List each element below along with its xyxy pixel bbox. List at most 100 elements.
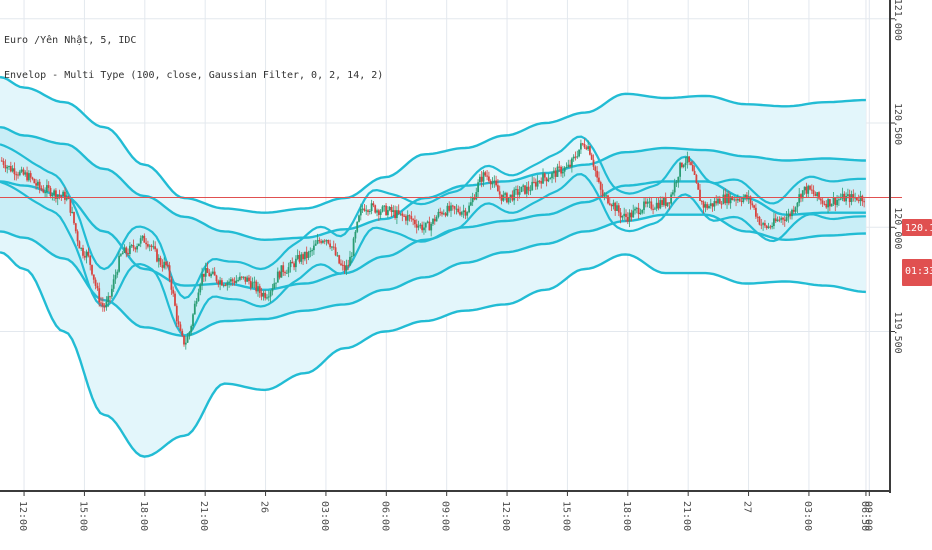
candle-body	[628, 212, 631, 222]
candle-body	[374, 205, 377, 213]
envelope-line-inner-upper	[0, 135, 866, 300]
candle-body	[168, 265, 171, 279]
candle-body	[549, 178, 552, 180]
candle-body	[121, 252, 124, 255]
candle-body	[349, 256, 351, 266]
candle-body	[841, 193, 844, 199]
candle-body	[794, 207, 797, 212]
candle-body	[612, 202, 615, 207]
candle-body	[673, 182, 676, 193]
candle-body	[235, 280, 238, 283]
candle-body	[157, 257, 160, 262]
candle-body	[240, 276, 243, 278]
candle-body	[195, 301, 198, 304]
candle-body	[323, 240, 326, 242]
candle-body	[432, 218, 434, 224]
candle-body	[356, 221, 359, 232]
candle-body	[314, 243, 317, 246]
candle-body	[690, 162, 692, 165]
candle-body	[805, 186, 808, 194]
candle-body	[592, 159, 595, 167]
candle-body	[136, 246, 138, 250]
candle-body	[186, 336, 189, 343]
candle-body	[659, 200, 662, 209]
countdown-badge-bg	[902, 259, 932, 286]
candle-body	[574, 156, 577, 158]
candle-body	[531, 181, 534, 191]
candle-body	[587, 146, 589, 150]
candle-body	[688, 156, 690, 163]
candle-body	[639, 212, 642, 215]
candle-body	[834, 198, 837, 205]
y-tick-label: 120.500	[892, 103, 903, 145]
candle-body	[267, 296, 270, 298]
candle-body	[212, 271, 214, 274]
candle-body	[20, 169, 23, 172]
candle-body	[518, 192, 521, 195]
candle-body	[320, 241, 322, 243]
candle-body	[46, 185, 48, 193]
candle-body	[201, 273, 203, 285]
candle-body	[654, 208, 656, 210]
candle-body	[536, 180, 539, 187]
candle-body	[141, 235, 144, 239]
candle-body	[713, 201, 716, 207]
candle-body	[96, 285, 99, 289]
candle-body	[94, 279, 97, 286]
candle-body	[661, 200, 663, 205]
candle-body	[430, 223, 433, 231]
candle-body	[796, 202, 799, 208]
candle-body	[551, 173, 553, 179]
candle-body	[51, 195, 54, 197]
candle-body	[177, 321, 180, 325]
candle-body	[388, 207, 391, 211]
candle-body	[560, 166, 562, 174]
candle-body	[479, 176, 481, 183]
candle-body	[92, 274, 95, 280]
candle-body	[296, 255, 299, 259]
candle-body	[347, 265, 350, 267]
candle-body	[607, 195, 609, 204]
candle-body	[161, 265, 164, 268]
candle-body	[601, 189, 604, 196]
candle-body	[666, 202, 669, 206]
candle-body	[771, 225, 773, 228]
candle-body	[273, 283, 276, 289]
candle-body	[693, 170, 696, 175]
candle-body	[580, 143, 582, 150]
candle-body	[446, 205, 449, 216]
candle-body	[276, 271, 279, 283]
candle-body	[423, 227, 425, 231]
candle-body	[74, 223, 77, 232]
price-badge-bg	[902, 219, 932, 236]
candle-body	[224, 285, 227, 287]
candle-body	[462, 210, 465, 213]
candle-body	[134, 247, 137, 250]
x-tick-label: 26	[259, 501, 270, 513]
candle-body	[309, 250, 312, 253]
candle-body	[691, 165, 694, 171]
candle-body	[594, 166, 597, 171]
candle-body	[832, 198, 835, 204]
candle-body	[677, 176, 680, 183]
candle-body	[150, 245, 153, 247]
x-tick-label: 03:00	[319, 501, 330, 531]
candle-body	[524, 185, 526, 194]
candle-body	[504, 193, 506, 195]
candle-body	[664, 198, 667, 206]
candle-body	[863, 201, 865, 203]
candle-body	[338, 255, 341, 264]
candle-body	[522, 185, 525, 187]
candle-body	[529, 190, 532, 192]
candle-body	[246, 277, 249, 282]
candle-body	[152, 246, 155, 248]
candle-body	[697, 182, 700, 190]
candle-body	[426, 221, 429, 223]
candle-body	[327, 240, 330, 244]
candle-body	[13, 168, 16, 175]
candle-body	[248, 277, 250, 282]
y-tick-label: 121.000	[892, 0, 903, 41]
candle-body	[625, 213, 627, 217]
candle-body	[390, 207, 393, 212]
